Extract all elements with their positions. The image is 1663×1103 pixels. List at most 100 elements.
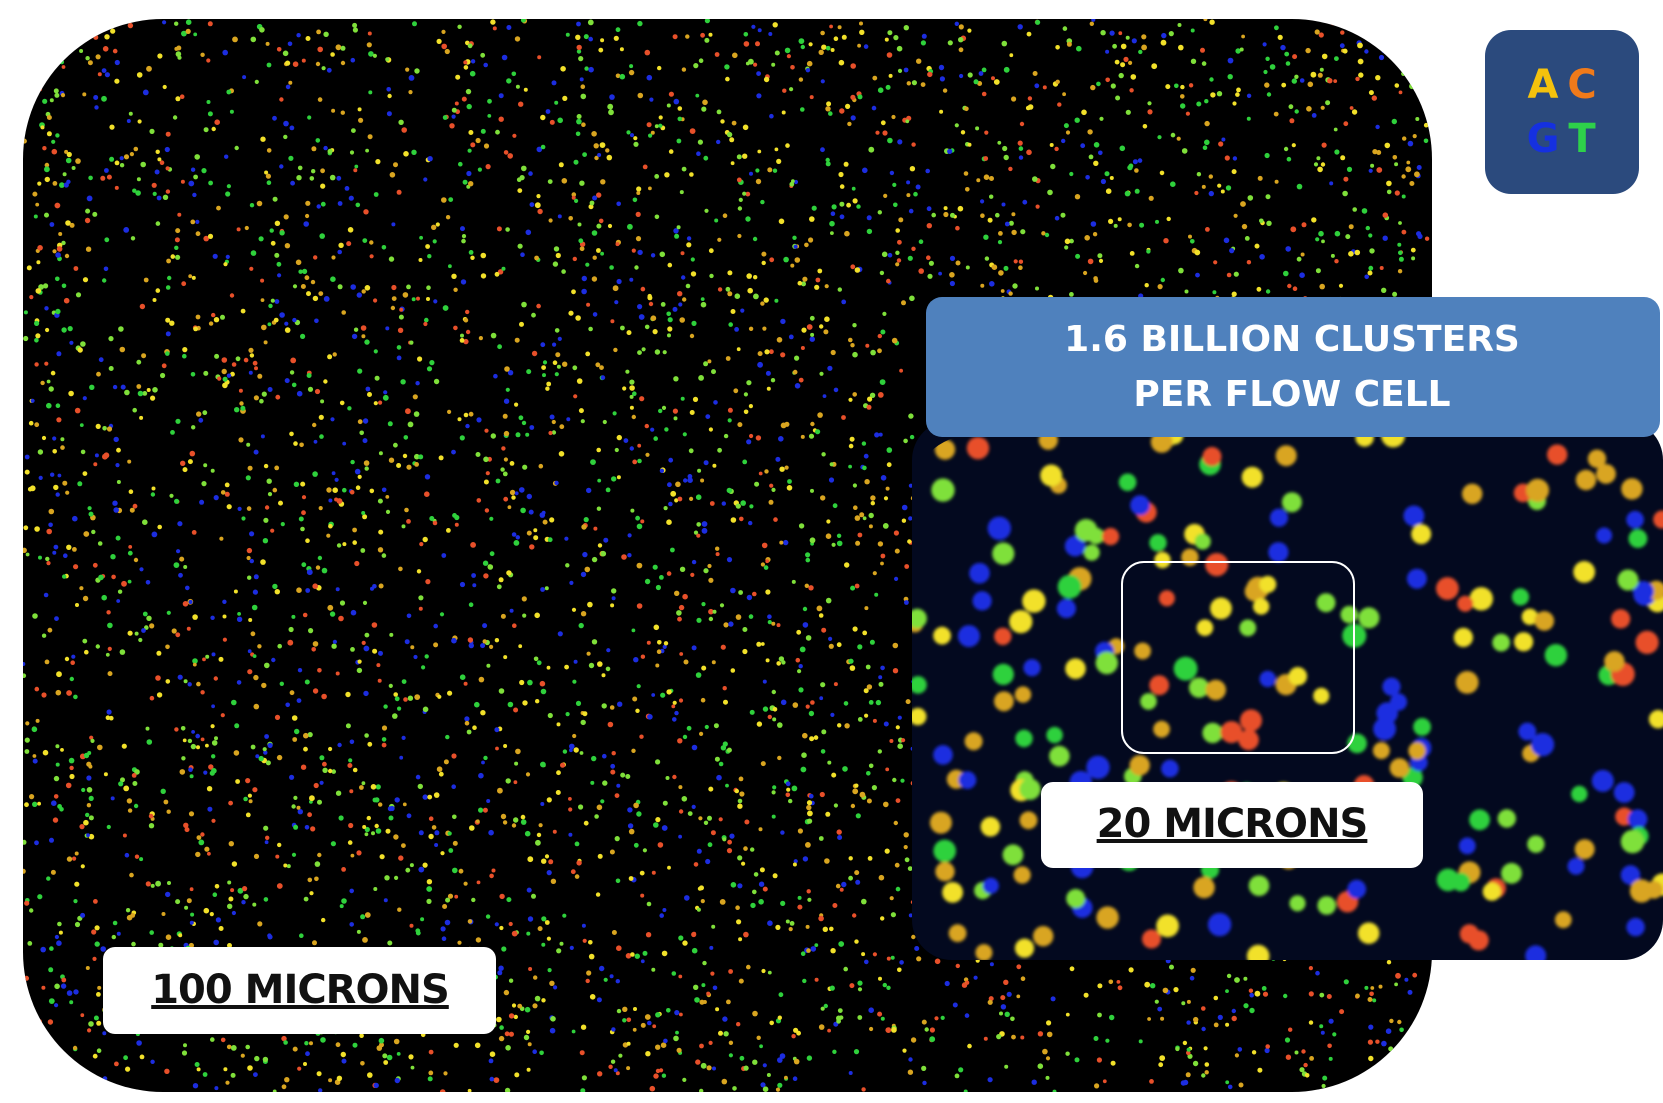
cluster-dot [109, 366, 114, 371]
cluster-dot [176, 46, 181, 51]
cluster-dot [881, 120, 886, 125]
cluster-dot [855, 515, 861, 521]
cluster-dot [857, 981, 862, 986]
cluster-dot [810, 95, 814, 99]
cluster-dot [221, 1038, 226, 1043]
cluster-dot [62, 284, 67, 289]
cluster-dot [809, 42, 813, 46]
cluster-dot [742, 192, 746, 196]
cluster-dot [115, 161, 120, 166]
cluster-dot [403, 803, 407, 807]
cluster-dot [250, 559, 254, 563]
cluster-dot [1149, 196, 1154, 201]
cluster-dot [319, 434, 324, 439]
cluster-dot [681, 251, 685, 255]
cluster-dot [1227, 974, 1231, 978]
cluster-dot [471, 898, 475, 902]
cluster-dot [974, 79, 979, 84]
cluster-dot [350, 150, 354, 154]
cluster-dot [52, 249, 56, 253]
cluster-dot [667, 333, 671, 337]
cluster-dot [620, 773, 625, 778]
cluster-dot [511, 495, 515, 499]
cluster-dot [853, 198, 858, 203]
cluster-dot [584, 34, 589, 39]
cluster-dot [1093, 276, 1098, 281]
cluster-dot [1130, 251, 1135, 256]
cluster-dot [1055, 216, 1060, 221]
cluster-dot [800, 107, 805, 112]
cluster-dot [892, 338, 898, 344]
cluster-dot [966, 266, 970, 270]
cluster-dot [678, 935, 683, 940]
cluster-dot [96, 424, 101, 429]
cluster-dot [829, 644, 834, 649]
cluster-dot [795, 257, 801, 263]
cluster-dot [328, 1078, 332, 1082]
cluster-dot [856, 813, 861, 818]
cluster-dot [139, 857, 143, 861]
cluster-dot [1157, 1007, 1162, 1012]
cluster-dot [810, 333, 814, 337]
cluster-dot [113, 49, 118, 54]
cluster-dot [994, 79, 1000, 85]
cluster-dot [887, 447, 893, 453]
cluster-dot [298, 668, 302, 672]
cluster-dot [336, 672, 340, 676]
cluster-dot [314, 877, 319, 882]
cluster-dot [533, 535, 538, 540]
cluster-dot [279, 164, 283, 168]
cluster-dot [696, 494, 702, 500]
cluster-dot [378, 401, 382, 405]
cluster-dot [410, 924, 414, 928]
cluster-dot [678, 785, 682, 789]
cluster-dot [907, 81, 911, 85]
cluster-dot [166, 259, 171, 264]
cluster-dot [848, 465, 852, 469]
cluster-dot [253, 675, 258, 680]
cluster-dot [852, 352, 858, 358]
cluster-dot [897, 139, 902, 144]
cluster-dot [983, 156, 988, 161]
cluster-dot [782, 111, 786, 115]
cluster-dot [469, 825, 475, 831]
cluster-dot [1368, 1025, 1373, 1030]
cluster-dot [405, 868, 410, 873]
cluster-dot [55, 203, 61, 209]
cluster-dot [904, 832, 909, 837]
cluster-dot [365, 285, 371, 291]
cluster-dot [611, 1027, 615, 1031]
cluster-dot [625, 370, 629, 374]
cluster-dot [383, 390, 387, 394]
cluster-dot [540, 512, 546, 518]
cluster-dot [878, 334, 882, 338]
cluster-dot [96, 992, 101, 997]
cluster-dot [463, 60, 467, 64]
cluster-dot [336, 587, 340, 591]
cluster-dot [904, 845, 908, 849]
cluster-dot [830, 462, 834, 466]
cluster-dot [364, 646, 370, 652]
cluster-dot [777, 1083, 782, 1088]
cluster-dot [335, 478, 339, 482]
cluster-dot [787, 54, 791, 58]
cluster-dot [1381, 288, 1386, 293]
cluster-dot [52, 551, 56, 555]
cluster-dot [365, 466, 369, 470]
cluster-dot [678, 497, 683, 502]
cluster-dot [1075, 194, 1080, 199]
cluster-dot [861, 899, 867, 905]
cluster-dot [896, 725, 900, 729]
cluster-dot [1111, 83, 1116, 88]
cluster-dot [790, 921, 795, 926]
cluster-dot [292, 715, 298, 721]
cluster-dot [305, 588, 310, 593]
cluster-dot [735, 905, 740, 910]
cluster-dot [1186, 1072, 1191, 1077]
cluster-dot [1266, 194, 1271, 199]
cluster-dot [746, 439, 751, 444]
cluster-dot [1387, 960, 1391, 964]
cluster-dot [247, 548, 252, 553]
cluster-dot [167, 276, 171, 280]
cluster-dot [602, 673, 606, 677]
